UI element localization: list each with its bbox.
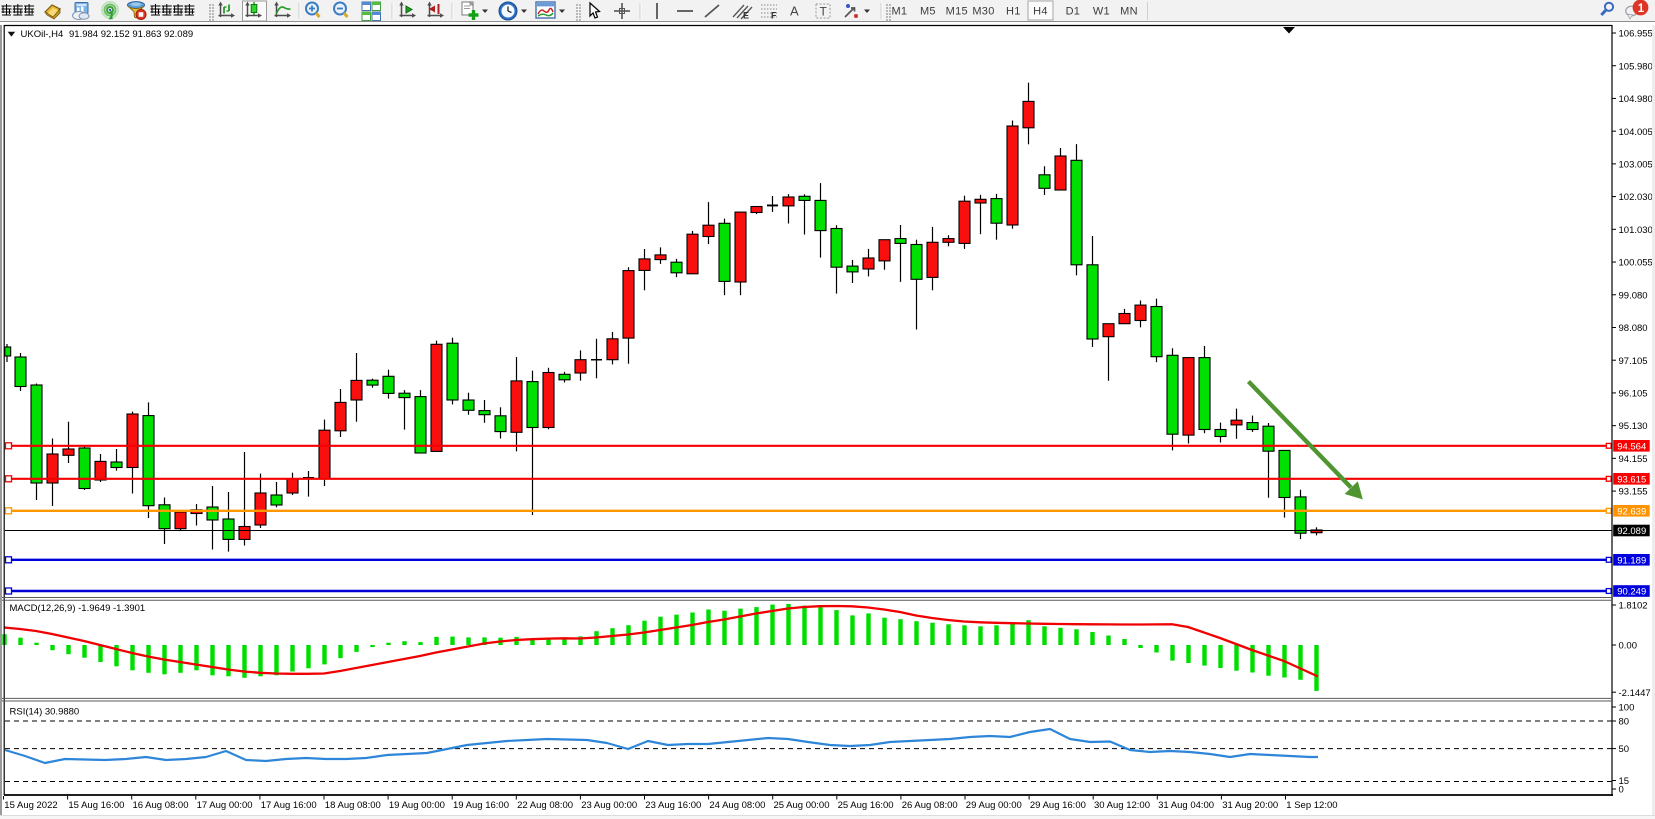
svg-text:106.955: 106.955: [1619, 29, 1653, 40]
svg-text:MN: MN: [1120, 6, 1138, 18]
svg-text:91.984 92.152 91.863 92.089: 91.984 92.152 91.863 92.089: [69, 29, 193, 40]
svg-text:1 Sep 12:00: 1 Sep 12:00: [1286, 800, 1337, 811]
svg-text:D1: D1: [1066, 6, 1081, 18]
svg-text:31 Aug 20:00: 31 Aug 20:00: [1222, 800, 1278, 811]
svg-text:94.155: 94.155: [1619, 454, 1648, 465]
svg-text:18 Aug 08:00: 18 Aug 08:00: [325, 800, 381, 811]
svg-text:17 Aug 00:00: 17 Aug 00:00: [197, 800, 253, 811]
svg-text:E: E: [743, 11, 749, 21]
svg-text:100.055: 100.055: [1619, 258, 1653, 269]
svg-text:17 Aug 16:00: 17 Aug 16:00: [261, 800, 317, 811]
svg-text:RSI(14) 30.9880: RSI(14) 30.9880: [10, 707, 80, 718]
svg-text:M5: M5: [920, 6, 936, 18]
svg-text:92.089: 92.089: [1617, 526, 1646, 537]
svg-text:99.080: 99.080: [1619, 290, 1648, 301]
svg-text:91.189: 91.189: [1617, 555, 1646, 566]
svg-text:A: A: [790, 4, 799, 19]
svg-text:101.030: 101.030: [1619, 225, 1653, 236]
svg-text:31 Aug 04:00: 31 Aug 04:00: [1158, 800, 1214, 811]
svg-text:93.155: 93.155: [1619, 487, 1648, 498]
svg-text:15 Aug 16:00: 15 Aug 16:00: [68, 800, 124, 811]
svg-text:M30: M30: [972, 6, 994, 18]
svg-text:96.105: 96.105: [1619, 389, 1648, 400]
svg-text:104.005: 104.005: [1619, 127, 1653, 138]
svg-text:H4: H4: [1033, 6, 1048, 18]
svg-text:100: 100: [1619, 703, 1635, 714]
svg-text:15: 15: [1619, 776, 1630, 787]
svg-text:30 Aug 12:00: 30 Aug 12:00: [1094, 800, 1150, 811]
svg-text:93.615: 93.615: [1617, 474, 1646, 485]
svg-text:98.080: 98.080: [1619, 323, 1648, 334]
svg-text:19 Aug 00:00: 19 Aug 00:00: [389, 800, 445, 811]
svg-text:92.639: 92.639: [1617, 506, 1646, 517]
svg-text:102.030: 102.030: [1619, 192, 1653, 203]
svg-text:25 Aug 16:00: 25 Aug 16:00: [838, 800, 894, 811]
svg-text:29 Aug 16:00: 29 Aug 16:00: [1030, 800, 1086, 811]
svg-text:MACD(12,26,9) -1.9649 -1.3901: MACD(12,26,9) -1.9649 -1.3901: [10, 603, 146, 614]
svg-text:25 Aug 00:00: 25 Aug 00:00: [774, 800, 830, 811]
svg-text:H1: H1: [1006, 6, 1021, 18]
svg-text:103.005: 103.005: [1619, 159, 1653, 170]
svg-text:105.980: 105.980: [1619, 61, 1653, 72]
svg-text:19 Aug 16:00: 19 Aug 16:00: [453, 800, 509, 811]
svg-text:29 Aug 00:00: 29 Aug 00:00: [966, 800, 1022, 811]
svg-text:80: 80: [1619, 717, 1630, 728]
svg-text:15 Aug 2022: 15 Aug 2022: [4, 800, 57, 811]
svg-text:50: 50: [1619, 744, 1630, 755]
svg-text:0: 0: [1619, 785, 1624, 796]
svg-text:23 Aug 00:00: 23 Aug 00:00: [581, 800, 637, 811]
svg-text:104.980: 104.980: [1619, 94, 1653, 105]
svg-text:24 Aug 08:00: 24 Aug 08:00: [709, 800, 765, 811]
svg-text:T: T: [820, 5, 828, 19]
svg-text:16 Aug 08:00: 16 Aug 08:00: [133, 800, 189, 811]
svg-text:M15: M15: [946, 6, 968, 18]
svg-text:90.249: 90.249: [1617, 587, 1646, 598]
svg-text:1: 1: [1638, 3, 1645, 15]
svg-text:-2.1447: -2.1447: [1619, 688, 1651, 699]
svg-text:94.564: 94.564: [1617, 441, 1646, 452]
svg-text:W1: W1: [1093, 6, 1110, 18]
svg-text:M1: M1: [891, 6, 907, 18]
svg-text:97.105: 97.105: [1619, 356, 1648, 367]
svg-text:1.8102: 1.8102: [1619, 601, 1648, 612]
svg-text:F: F: [771, 11, 777, 21]
svg-text:95.130: 95.130: [1619, 421, 1648, 432]
svg-text:26 Aug 08:00: 26 Aug 08:00: [902, 800, 958, 811]
svg-text:23 Aug 16:00: 23 Aug 16:00: [645, 800, 701, 811]
svg-text:UKOil-,H4: UKOil-,H4: [21, 29, 64, 40]
svg-text:22 Aug 08:00: 22 Aug 08:00: [517, 800, 573, 811]
svg-text:0.00: 0.00: [1619, 641, 1638, 652]
